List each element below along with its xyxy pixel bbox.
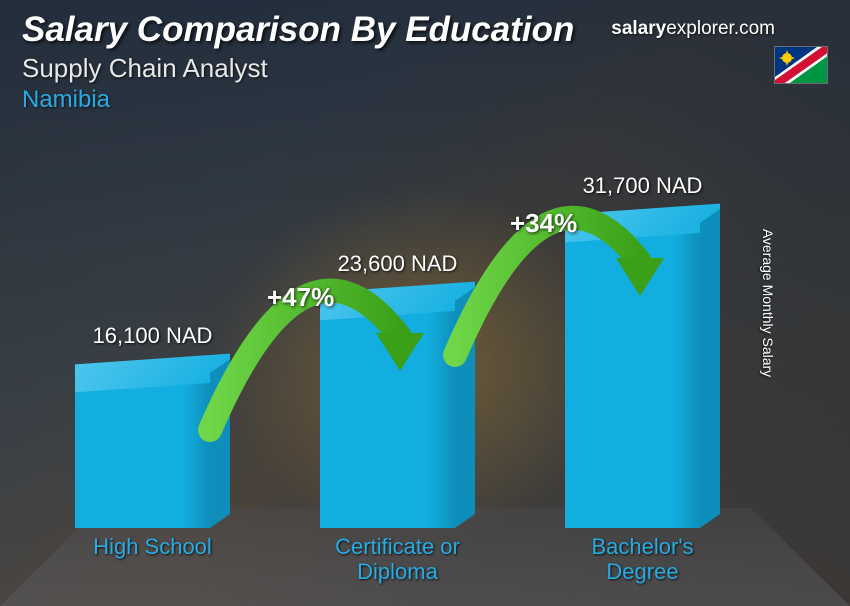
country-name: Namibia: [22, 86, 828, 114]
bar-chart: 16,100 NADHigh School23,600 NADCertifica…: [55, 140, 785, 580]
percent-increase-label: +47%: [267, 282, 334, 313]
jump-arrow-head-icon: [376, 333, 424, 371]
page-title: Salary Comparison By Education: [22, 10, 828, 50]
job-title: Supply Chain Analyst: [22, 53, 828, 84]
jump-arrows: [55, 140, 785, 580]
percent-increase-label: +34%: [510, 208, 577, 239]
header: Salary Comparison By Education Supply Ch…: [22, 10, 828, 114]
jump-arrow-head-icon: [616, 258, 664, 296]
